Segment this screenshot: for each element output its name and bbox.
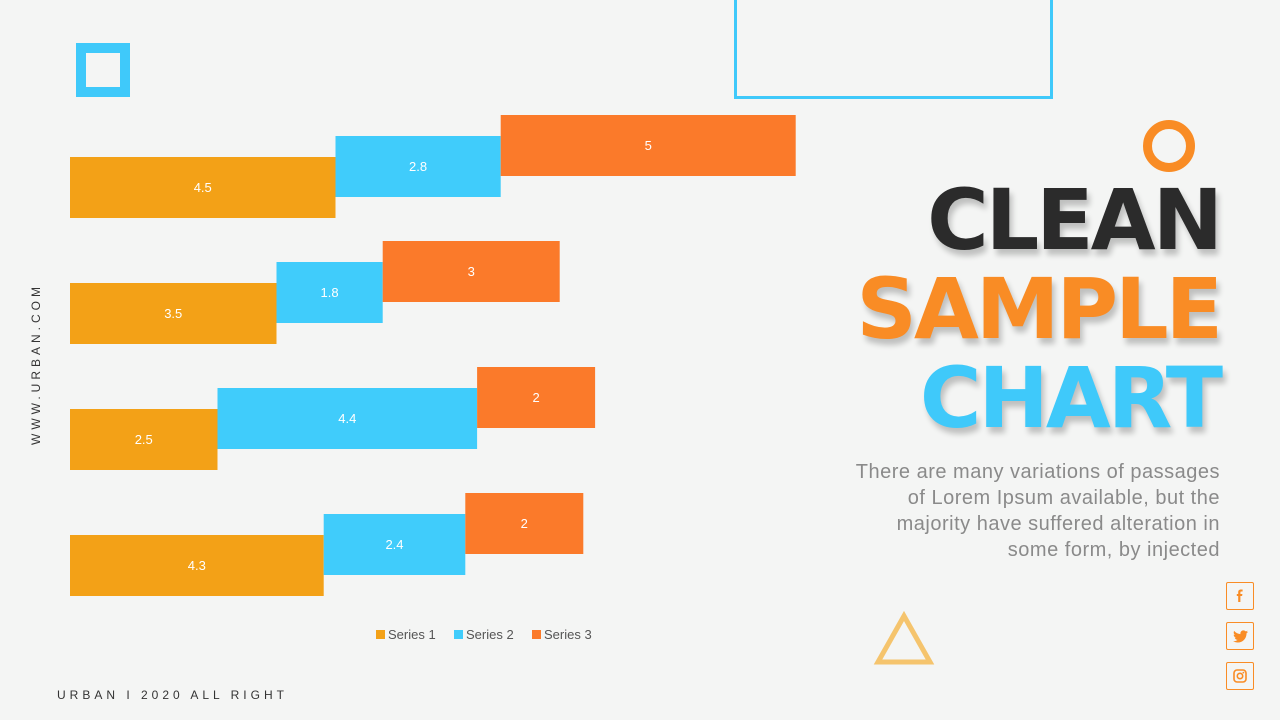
- footer-text: URBAN I 2020 ALL RIGHT: [57, 688, 288, 702]
- data-label-series2-cat1: 2.4: [385, 537, 403, 552]
- bar-series3-cat3: [382, 241, 560, 302]
- bar-series2-cat1: [323, 514, 466, 575]
- data-label-series1-cat4: 4.5: [194, 180, 212, 195]
- twitter-icon: [1232, 629, 1248, 642]
- legend-label-series1: Series 1: [388, 627, 436, 642]
- data-label-series1-cat2: 2.5: [135, 432, 153, 447]
- legend-swatch-series2: [454, 630, 463, 639]
- legend-swatch-series3: [532, 630, 541, 639]
- data-label-series2-cat3: 1.8: [321, 285, 339, 300]
- legend-swatch-series1: [376, 630, 385, 639]
- decorative-square: [76, 43, 130, 97]
- facebook-button[interactable]: [1226, 582, 1254, 610]
- decorative-circle: [1143, 120, 1195, 172]
- legend-label-series3: Series 3: [544, 627, 592, 642]
- bar-series3-cat1: [465, 493, 584, 554]
- bar-series2-cat3: [276, 262, 383, 323]
- decorative-frame: [734, 0, 1053, 99]
- bar-chart: 4.3 2.4 2 2.5 4.4 2 3.5 1.8 3 4.5 2.8 5 Series 1 Seri…: [70, 115, 796, 642]
- data-label-series3-cat4: 5: [645, 138, 652, 153]
- description-text: There are many variations of passages of…: [855, 461, 1220, 561]
- bar-series1-cat3: [70, 283, 277, 344]
- bar-series1-cat2: [70, 409, 218, 470]
- bar-series2-cat4: [335, 136, 501, 197]
- instagram-button[interactable]: [1226, 662, 1254, 690]
- bar-series3-cat4: [500, 115, 796, 176]
- bar-series1-cat4: [70, 157, 336, 218]
- data-label-series2-cat2: 4.4: [338, 411, 356, 426]
- data-label-series2-cat4: 2.8: [409, 159, 427, 174]
- legend-label-series2: Series 2: [466, 627, 514, 642]
- data-label-series1-cat1: 4.3: [188, 558, 206, 573]
- bar-series1-cat1: [70, 535, 324, 596]
- instagram-icon: [1233, 669, 1247, 683]
- data-label-series3-cat1: 2: [521, 516, 528, 531]
- headline-line-2: SAMPLE: [856, 260, 1223, 358]
- data-label-series1-cat3: 3.5: [164, 306, 182, 321]
- twitter-button[interactable]: [1226, 622, 1254, 650]
- data-label-series3-cat2: 2: [532, 390, 539, 405]
- headline-line-3: CHART: [919, 349, 1223, 447]
- bar-series2-cat2: [217, 388, 478, 449]
- facebook-icon: [1236, 589, 1243, 602]
- headline-line-1: CLEAN: [927, 171, 1223, 269]
- data-label-series3-cat3: 3: [468, 264, 475, 279]
- decorative-triangle: [873, 610, 935, 665]
- bar-series3-cat2: [477, 367, 596, 428]
